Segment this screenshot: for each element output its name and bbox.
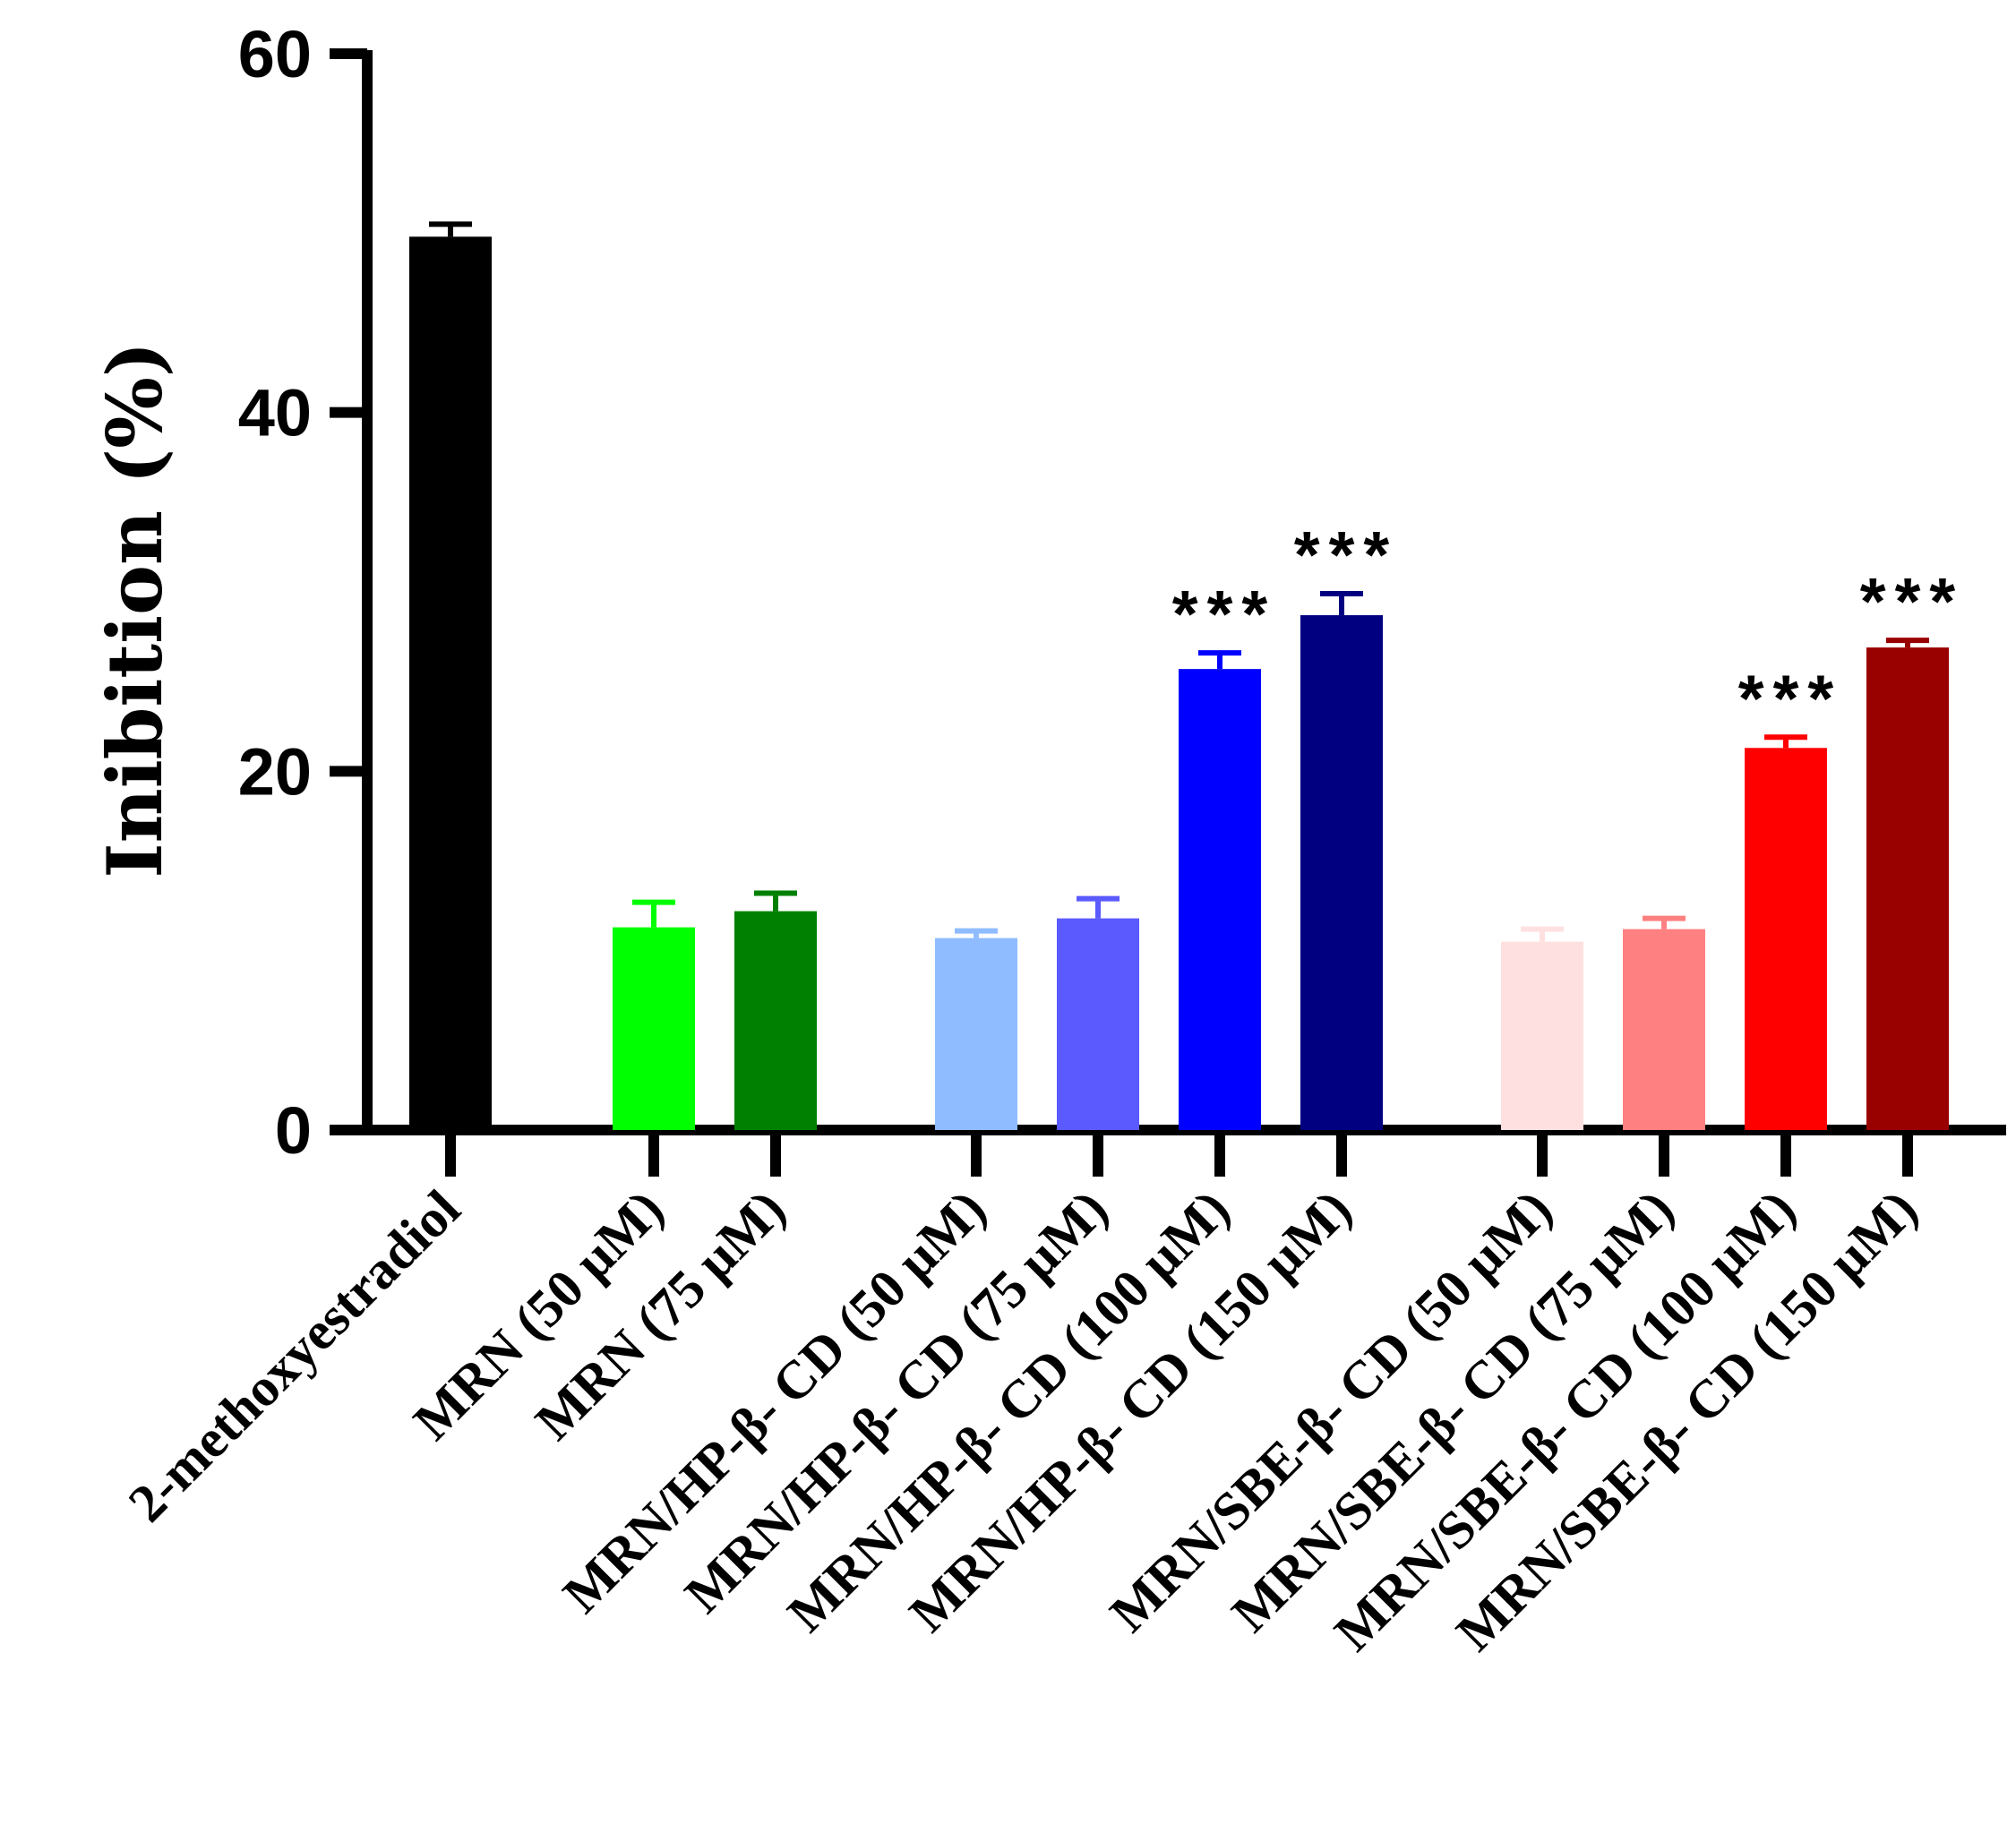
y-tick-label: 60 — [238, 17, 312, 91]
y-axis-title: Inibition (%) — [90, 341, 179, 878]
bar — [1866, 647, 1949, 1130]
bar — [935, 938, 1017, 1130]
y-tick-label: 40 — [238, 376, 312, 450]
bar — [1057, 918, 1139, 1130]
significance-label: *** — [1860, 564, 1964, 638]
bar — [613, 927, 695, 1130]
bar — [1179, 669, 1261, 1130]
bar — [1623, 929, 1705, 1130]
significance-label: *** — [1172, 577, 1276, 651]
bar — [1745, 748, 1827, 1130]
x-tick-label: 2-methoxyestradiol — [117, 1179, 471, 1533]
significance-label: *** — [1294, 518, 1398, 592]
bar — [409, 236, 492, 1131]
y-tick-label: 20 — [238, 734, 312, 809]
bar — [734, 911, 817, 1130]
bar — [1501, 941, 1583, 1130]
y-tick-label: 0 — [275, 1093, 312, 1168]
bars: ************ — [409, 221, 1964, 1131]
x-tick-label: MRN/SBE-β- CD (100 μM) — [1324, 1179, 1807, 1663]
significance-label: *** — [1738, 661, 1842, 735]
bar — [1300, 615, 1383, 1130]
